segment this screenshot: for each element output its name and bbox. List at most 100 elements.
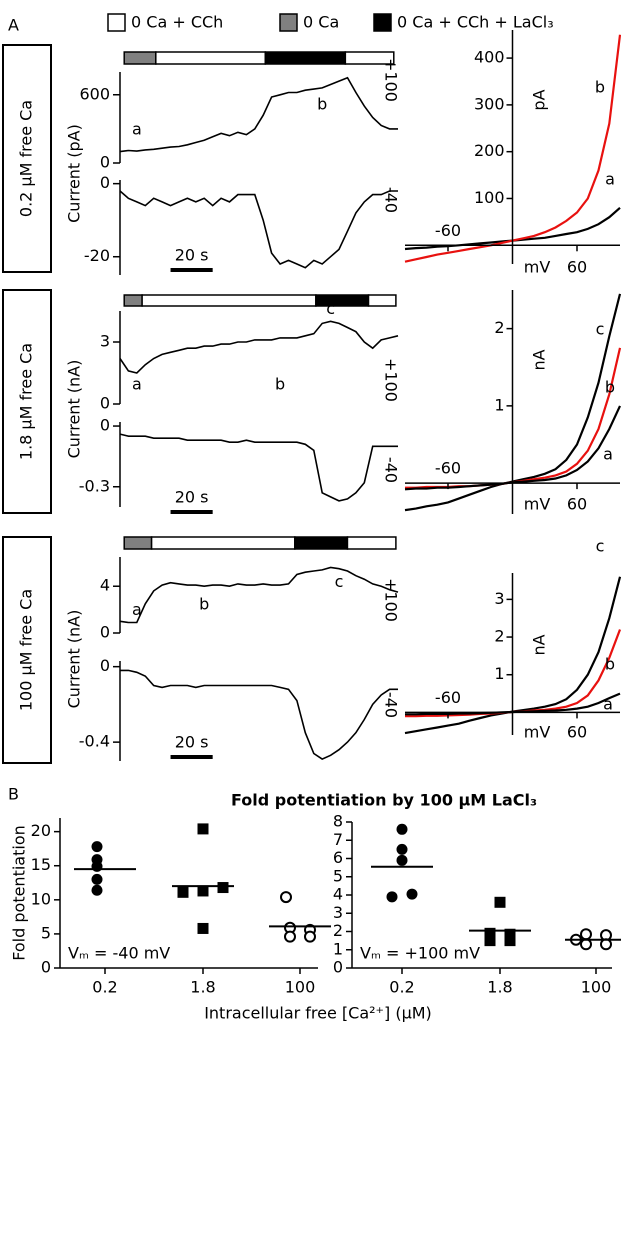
row-label-box [2, 536, 52, 764]
y-tick-label: 100 [474, 188, 505, 207]
protocol-bar [123, 536, 153, 550]
y-tick-label: 0 [333, 958, 343, 977]
data-point [396, 823, 408, 835]
scale-bar-label: 20 s [175, 246, 209, 265]
data-point [280, 891, 292, 904]
data-point [494, 896, 506, 908]
y-tick-label: 6 [333, 848, 343, 867]
protocol-bar [150, 536, 296, 550]
y-tick-label: 2 [333, 921, 343, 940]
data-point [504, 935, 516, 947]
x-tick-label: 0.2 [389, 978, 414, 997]
x-tick-label: 100 [581, 978, 612, 997]
curve-label: a [605, 170, 615, 189]
curve-label: a [603, 695, 613, 714]
y-tick-label: 3 [333, 903, 343, 922]
curve-label: b [605, 378, 615, 397]
y-axis-label: Current (nA) [65, 360, 84, 459]
protocol-bar [344, 51, 395, 65]
data-point [91, 873, 103, 885]
sweep-label: b [199, 595, 209, 614]
protocol-bar [155, 51, 267, 65]
data-point [484, 935, 496, 947]
holding-potential: -40 [382, 187, 401, 213]
y-tick-label: 3 [100, 332, 110, 351]
legend-swatch [373, 13, 392, 32]
y-tick-label: 0 [100, 623, 110, 642]
data-point [386, 891, 398, 903]
x-tick-label: -60 [435, 459, 461, 478]
current-trace [119, 76, 398, 153]
y-tick-label: 3 [494, 589, 504, 608]
holding-potential: -40 [382, 457, 401, 483]
sweep-label: c [335, 572, 344, 591]
current-trace [119, 320, 399, 374]
legend-swatch [107, 13, 126, 32]
y-tick-label: -0.3 [79, 476, 110, 495]
data-point [484, 927, 496, 939]
data-point [91, 841, 103, 853]
protocol-bar [264, 51, 347, 65]
sweep-label: b [317, 94, 327, 113]
panel-label: B [8, 785, 19, 804]
data-point [396, 854, 408, 866]
protocol-bar [294, 536, 349, 550]
y-tick-label: 0 [100, 416, 110, 435]
y-axis-label: Current (pA) [65, 124, 84, 223]
y-tick-label: 20 [31, 821, 51, 840]
curve-label: a [603, 445, 613, 464]
data-point [91, 884, 103, 896]
y-tick-label: 8 [333, 812, 343, 831]
scale-bar-label: 20 s [175, 488, 209, 507]
y-tick-label: 4 [333, 885, 343, 904]
y-axis-label: pA [530, 89, 549, 110]
data-point [217, 882, 229, 894]
current-trace [120, 669, 398, 761]
data-point [580, 928, 592, 941]
x-tick-label: 1.8 [190, 978, 215, 997]
y-tick-label: 4 [100, 576, 110, 595]
x-axis-label: Intracellular free [Ca²⁺] (μM) [204, 1004, 432, 1023]
y-tick-label: 200 [474, 141, 505, 160]
y-tick-label: 0 [100, 153, 110, 172]
protocol-bar [367, 294, 397, 307]
y-tick-label: 2 [494, 627, 504, 646]
holding-potential: +100 [382, 358, 401, 402]
data-point [91, 860, 103, 872]
data-point [177, 886, 189, 898]
legend-label: 0 Ca + CCh + LaCl₃ [397, 13, 554, 32]
data-point [580, 938, 592, 951]
data-point [197, 922, 209, 934]
x-tick-label: 60 [567, 723, 587, 742]
data-point [504, 928, 516, 940]
row-label: 100 μM free Ca [17, 589, 36, 711]
y-tick-label: 10 [31, 889, 51, 908]
legend-swatch [279, 13, 298, 32]
y-axis-label: Fold potentiation [10, 825, 29, 960]
sweep-label: c [326, 299, 335, 318]
y-tick-label: 1 [494, 664, 504, 683]
y-tick-label: 0 [100, 656, 110, 675]
x-axis-label: mV [524, 495, 551, 514]
x-tick-label: 60 [567, 258, 587, 277]
annotation: Vₘ = -40 mV [68, 944, 170, 963]
x-axis-label: mV [524, 258, 551, 277]
data-point [396, 843, 408, 855]
curve-label: b [605, 655, 615, 674]
y-tick-label: 2 [494, 318, 504, 337]
y-tick-label: 400 [474, 48, 505, 67]
y-axis-label: nA [530, 349, 549, 370]
data-point [197, 885, 209, 897]
row-label-box [2, 44, 52, 273]
y-tick-label: 1 [333, 939, 343, 958]
sweep-label: a [132, 600, 142, 619]
protocol-bar [141, 294, 317, 307]
y-tick-label: -0.4 [79, 732, 110, 751]
protocol-bar [315, 294, 370, 307]
x-tick-label: 0.2 [92, 978, 117, 997]
data-point [284, 930, 296, 943]
sweep-label: b [275, 374, 285, 393]
holding-potential: +100 [382, 58, 401, 102]
curve-label: b [595, 78, 605, 97]
